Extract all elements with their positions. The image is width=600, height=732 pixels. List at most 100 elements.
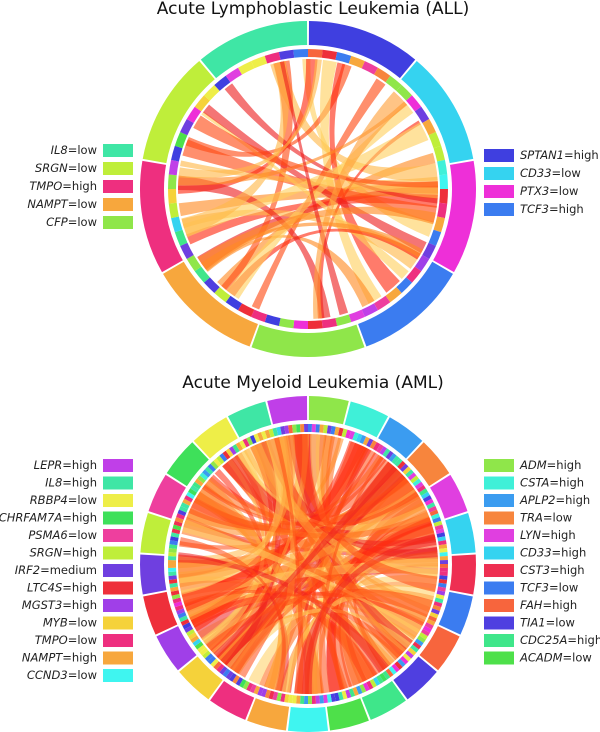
inner-segment (361, 303, 378, 317)
inner-segment (321, 49, 338, 60)
legend-gene: CCND3 (27, 668, 68, 682)
legend-level: =low (68, 633, 97, 647)
inner-segment (422, 119, 436, 136)
outer-ring-all (139, 21, 476, 357)
inner-segment (222, 450, 231, 460)
inner-segment (194, 266, 210, 283)
inner-segment (171, 145, 183, 162)
inner-segment (210, 460, 219, 470)
inner-ring-aml (168, 424, 448, 704)
inner-segment (422, 495, 432, 503)
inner-segment (438, 579, 448, 584)
chord-link (217, 152, 436, 290)
legend-gene: IL8 (51, 143, 68, 157)
inner-segment (216, 455, 225, 465)
legend-level: =high (62, 458, 97, 472)
chord-link (213, 461, 398, 659)
gene-arc (251, 324, 365, 357)
legend-swatch (103, 564, 133, 577)
legend-label: CST3=high (520, 563, 585, 577)
inner-segment (177, 611, 187, 619)
inner-segment (341, 690, 348, 700)
chord-link (326, 498, 427, 693)
inner-segment (264, 689, 271, 699)
inner-segment (433, 145, 445, 162)
legend-item: ADM=high (484, 458, 581, 472)
inner-segment (304, 424, 308, 433)
legend-gene: NAMPT (27, 197, 68, 211)
chord-link (178, 101, 408, 186)
inner-segment (439, 575, 448, 580)
inner-segment (311, 695, 316, 704)
inner-segment (171, 593, 181, 600)
legend-item: MGST3=high (22, 598, 133, 612)
inner-segment (168, 575, 177, 580)
chord-link (180, 160, 438, 195)
legend-gene: CD33 (520, 166, 552, 180)
inner-segment (394, 661, 403, 670)
inner-segment (439, 174, 448, 189)
inner-segment (172, 597, 182, 604)
legend-gene: TCF3 (520, 581, 549, 595)
inner-segment (168, 544, 178, 549)
legend-swatch (484, 203, 514, 216)
inner-segment (238, 61, 255, 75)
gene-arc (143, 591, 178, 635)
inner-segment (406, 95, 422, 112)
inner-segment (264, 52, 281, 64)
inner-segment (439, 560, 448, 564)
legend-gene: ACADM (519, 651, 563, 665)
inner-segment (416, 635, 426, 644)
inner-segment (173, 601, 183, 608)
inner-segment (268, 428, 275, 438)
legend-item: APLP2=high (484, 493, 590, 507)
legend-level: =high (564, 148, 599, 162)
legend-label: RBBP4=low (30, 493, 97, 507)
inner-segment (419, 488, 428, 496)
inner-segment (180, 119, 194, 136)
inner-segment (186, 106, 202, 123)
inner-segment (396, 84, 413, 101)
inner-segment (190, 635, 200, 644)
inner-segment (169, 540, 178, 546)
legend-label: MYB=low (43, 616, 97, 630)
chord-link (182, 519, 421, 634)
inner-segment (323, 424, 328, 434)
gene-arc (140, 513, 171, 555)
legend-item: IRF2=medium (15, 563, 133, 577)
legend-item: SRGN=high (29, 546, 133, 560)
legend-label: TIA1=low (520, 616, 575, 630)
inner-segment (431, 608, 440, 615)
inner-segment (288, 694, 293, 704)
inner-segment (207, 655, 217, 665)
inner-segment (372, 442, 381, 451)
chord-link (201, 475, 414, 527)
legend-swatch (103, 511, 133, 525)
inner-segment (439, 548, 448, 553)
inner-segment (264, 429, 271, 439)
legend-label: FAH=high (520, 598, 577, 612)
legend-label: CDC25A=high (520, 633, 600, 647)
inner-segment (437, 536, 446, 542)
legend-item: LTC4S=high (27, 581, 133, 595)
gene-arc (361, 681, 406, 720)
gene-arc (445, 513, 476, 555)
inner-segment (345, 429, 352, 439)
legend-item: SPTAN1=high (484, 148, 599, 162)
inner-segment (414, 481, 424, 490)
legend-item: RBBP4=low (30, 493, 133, 507)
inner-segment (280, 426, 286, 435)
legend-item: TIA1=low (484, 616, 575, 630)
inner-segment (405, 469, 414, 478)
inner-segment (177, 509, 187, 517)
chord-link (187, 493, 426, 621)
inner-segment (170, 536, 179, 542)
inner-segment (300, 424, 305, 433)
inner-segment (239, 678, 247, 688)
legend-item: TCF3=high (484, 202, 584, 216)
inner-segment (436, 532, 446, 538)
chord-link (222, 454, 437, 547)
inner-segment (405, 650, 414, 659)
chord-link (178, 434, 296, 579)
chord-link (251, 78, 386, 310)
